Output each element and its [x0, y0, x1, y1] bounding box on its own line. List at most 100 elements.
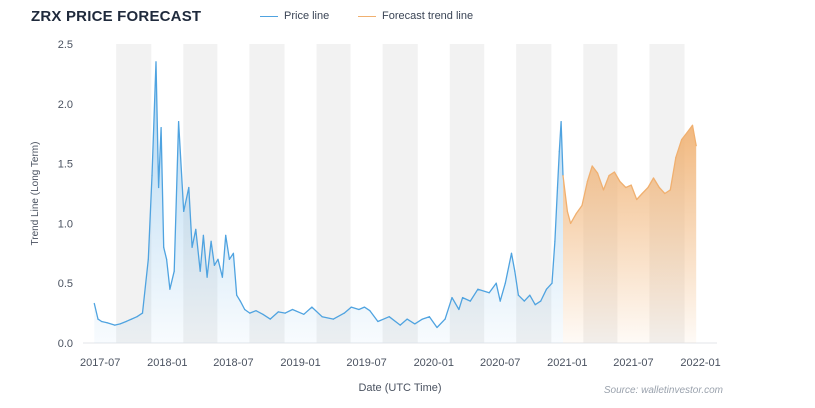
price-point	[106, 322, 108, 324]
price-point	[151, 175, 153, 177]
forecast-point	[630, 184, 632, 186]
price-point	[269, 318, 271, 320]
price-point	[332, 318, 334, 320]
price-point	[155, 61, 157, 63]
y-tick-label: 2.0	[58, 99, 73, 111]
legend-forecast-label: Forecast trend line	[382, 10, 474, 22]
price-point	[510, 252, 513, 254]
price-point	[163, 246, 165, 248]
x-tick-label: 2021-07	[613, 357, 653, 369]
forecast-point	[581, 204, 583, 207]
price-point	[545, 288, 548, 290]
price-point	[321, 316, 323, 318]
price-point	[217, 258, 219, 260]
forecast-point	[597, 172, 599, 174]
forecast-point	[619, 180, 621, 183]
y-axis-title: Trend Line (Long Term)	[30, 142, 41, 246]
price-point	[311, 306, 313, 308]
price-point	[458, 308, 460, 311]
x-tick-label: 2020-01	[414, 357, 454, 369]
legend-price-label: Price line	[284, 10, 330, 22]
price-point	[188, 186, 190, 189]
x-tick-label: 2018-07	[213, 357, 253, 369]
price-point	[225, 234, 227, 236]
forecast-point	[669, 189, 671, 191]
price-point	[540, 300, 542, 302]
legend-forecast[interactable]: Forecast trend line	[358, 10, 473, 22]
price-point	[119, 323, 121, 325]
price-point	[228, 258, 230, 260]
price-point	[166, 258, 168, 260]
forecast-point	[562, 175, 564, 177]
price-point	[183, 210, 185, 212]
forecast-point	[664, 192, 666, 195]
price-point	[499, 300, 501, 302]
price-point	[523, 300, 525, 302]
price-point	[369, 310, 371, 312]
price-point	[495, 282, 497, 284]
price-point	[169, 288, 171, 290]
price-point	[421, 318, 423, 320]
price-point	[428, 316, 430, 318]
price-point	[363, 306, 365, 308]
price-point	[556, 186, 559, 189]
forecast-point	[575, 213, 577, 215]
price-point	[517, 294, 520, 296]
y-tick-label: 1.5	[58, 159, 73, 171]
forecast-point	[691, 124, 694, 126]
forecast-point	[695, 145, 697, 147]
x-tick-label: 2021-01	[547, 357, 587, 369]
forecast-point	[566, 210, 569, 212]
price-point	[277, 311, 279, 313]
x-tick-label: 2020-07	[480, 357, 520, 369]
forecast-point	[608, 175, 610, 177]
forecast-point	[641, 192, 643, 195]
forecast-point	[591, 165, 593, 167]
price-point	[173, 270, 175, 272]
price-point	[558, 151, 560, 153]
price-point	[160, 127, 162, 129]
price-point	[202, 234, 204, 236]
price-point	[262, 313, 264, 315]
price-point	[560, 121, 562, 123]
price-point	[130, 318, 133, 320]
price-point	[255, 310, 257, 312]
price-point	[462, 297, 464, 299]
price-point	[291, 308, 294, 311]
price-point	[158, 186, 160, 189]
price-point	[551, 282, 553, 284]
price-point	[195, 228, 197, 230]
forecast-point	[602, 189, 605, 191]
price-point	[444, 318, 446, 320]
forecast-point	[652, 177, 655, 179]
price-point	[358, 308, 360, 311]
source-note: Source: walletinvestor.com	[603, 385, 723, 396]
price-point	[377, 320, 379, 323]
forecast-point	[658, 186, 660, 189]
forecast-point	[681, 139, 683, 141]
price-point	[554, 240, 556, 242]
y-tick-label: 0.5	[58, 278, 73, 290]
price-point	[97, 318, 99, 320]
price-point	[136, 316, 138, 318]
grid-band	[249, 44, 285, 343]
price-point	[93, 302, 95, 305]
price-point	[343, 312, 345, 314]
forecast-point	[636, 198, 638, 201]
forecast-point	[647, 186, 649, 189]
price-point	[191, 246, 193, 248]
price-point	[514, 270, 516, 272]
forecast-point	[625, 186, 627, 189]
price-point	[239, 300, 241, 302]
price-point	[488, 292, 490, 294]
price-point	[178, 121, 180, 123]
price-point	[284, 312, 286, 314]
forecast-line-swatch	[358, 15, 376, 17]
price-area	[94, 61, 564, 344]
legend-price[interactable]: Price line	[260, 10, 329, 22]
price-point	[477, 288, 479, 290]
price-point	[210, 240, 212, 242]
y-tick-label: 2.5	[58, 39, 73, 51]
price-line-swatch	[260, 15, 278, 17]
